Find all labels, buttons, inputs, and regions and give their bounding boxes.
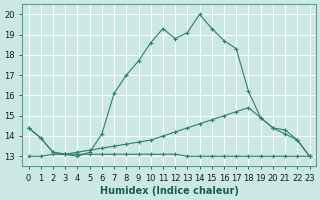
X-axis label: Humidex (Indice chaleur): Humidex (Indice chaleur) (100, 186, 238, 196)
